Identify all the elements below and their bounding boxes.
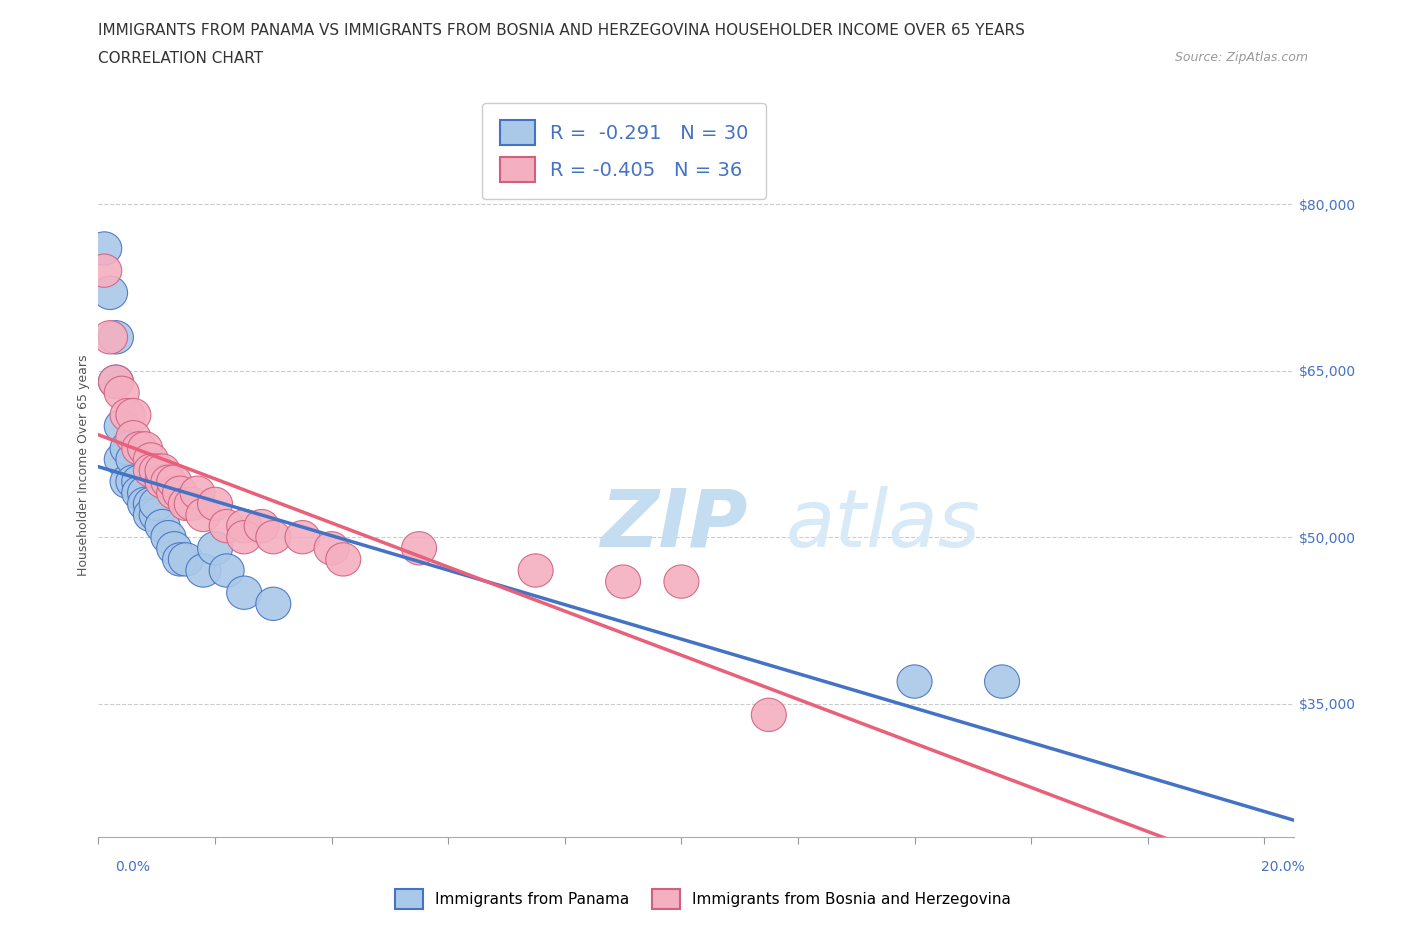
Ellipse shape [226,510,262,543]
Legend: Immigrants from Panama, Immigrants from Bosnia and Herzegovina: Immigrants from Panama, Immigrants from … [389,884,1017,915]
Ellipse shape [110,465,145,498]
Ellipse shape [134,487,169,521]
Text: atlas: atlas [786,485,980,564]
Ellipse shape [128,476,163,510]
Ellipse shape [156,476,191,510]
Ellipse shape [209,554,245,587]
Ellipse shape [606,565,641,598]
Ellipse shape [98,321,134,354]
Ellipse shape [197,532,232,565]
Ellipse shape [897,665,932,698]
Ellipse shape [115,398,150,432]
Ellipse shape [139,487,174,521]
Ellipse shape [245,510,280,543]
Ellipse shape [314,532,349,565]
Ellipse shape [174,487,209,521]
Ellipse shape [110,398,145,432]
Ellipse shape [150,465,186,498]
Ellipse shape [122,476,156,510]
Ellipse shape [180,476,215,510]
Ellipse shape [664,565,699,598]
Ellipse shape [93,276,128,310]
Ellipse shape [122,432,156,465]
Ellipse shape [169,487,204,521]
Ellipse shape [226,521,262,554]
Ellipse shape [256,521,291,554]
Ellipse shape [186,554,221,587]
Ellipse shape [984,665,1019,698]
Text: 20.0%: 20.0% [1261,860,1305,874]
Ellipse shape [209,510,245,543]
Ellipse shape [163,476,197,510]
Ellipse shape [226,576,262,609]
Ellipse shape [128,432,163,465]
Ellipse shape [87,254,122,287]
Ellipse shape [169,543,204,576]
Ellipse shape [98,365,134,398]
Ellipse shape [139,498,174,532]
Text: ZIP: ZIP [600,485,748,564]
Ellipse shape [145,454,180,487]
Ellipse shape [93,321,128,354]
Ellipse shape [134,443,169,476]
Legend: R =  -0.291   N = 30, R = -0.405   N = 36: R = -0.291 N = 30, R = -0.405 N = 36 [482,102,766,199]
Ellipse shape [104,409,139,443]
Ellipse shape [156,532,191,565]
Ellipse shape [98,365,134,398]
Text: CORRELATION CHART: CORRELATION CHART [98,51,263,66]
Ellipse shape [326,543,361,576]
Ellipse shape [134,454,169,487]
Ellipse shape [145,510,180,543]
Ellipse shape [104,376,139,409]
Text: 0.0%: 0.0% [115,860,150,874]
Ellipse shape [87,232,122,265]
Ellipse shape [197,487,232,521]
Text: Source: ZipAtlas.com: Source: ZipAtlas.com [1174,51,1308,64]
Ellipse shape [115,465,150,498]
Ellipse shape [110,432,145,465]
Ellipse shape [751,698,786,732]
Ellipse shape [256,587,291,620]
Ellipse shape [402,532,436,565]
Ellipse shape [115,443,150,476]
Ellipse shape [122,465,156,498]
Ellipse shape [163,543,197,576]
Ellipse shape [134,498,169,532]
Ellipse shape [145,465,180,498]
Ellipse shape [139,454,174,487]
Text: IMMIGRANTS FROM PANAMA VS IMMIGRANTS FROM BOSNIA AND HERZEGOVINA HOUSEHOLDER INC: IMMIGRANTS FROM PANAMA VS IMMIGRANTS FRO… [98,23,1025,38]
Y-axis label: Householder Income Over 65 years: Householder Income Over 65 years [77,354,90,576]
Ellipse shape [128,487,163,521]
Ellipse shape [115,420,150,454]
Ellipse shape [104,443,139,476]
Ellipse shape [285,521,321,554]
Ellipse shape [156,465,191,498]
Ellipse shape [519,554,553,587]
Ellipse shape [150,521,186,554]
Ellipse shape [186,498,221,532]
